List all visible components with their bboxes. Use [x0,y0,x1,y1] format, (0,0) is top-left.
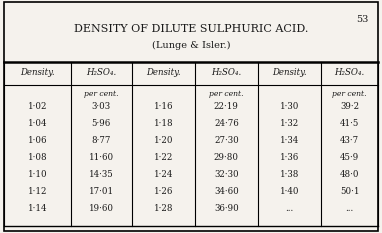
Text: H₂SO₄.: H₂SO₄. [334,68,365,77]
Text: 1·28: 1·28 [154,204,173,212]
Text: 8·77: 8·77 [92,136,111,144]
Text: 1·22: 1·22 [154,153,173,161]
Text: Density.: Density. [20,68,55,77]
Text: 1·34: 1·34 [280,136,299,144]
Text: 1·16: 1·16 [154,102,173,110]
Text: 24·76: 24·76 [214,119,239,127]
Text: 1·06: 1·06 [28,136,47,144]
Text: 1·20: 1·20 [154,136,173,144]
Text: per cent.: per cent. [209,90,244,98]
Text: 34·60: 34·60 [214,187,239,195]
Text: per cent.: per cent. [332,90,367,98]
Text: 22·19: 22·19 [214,102,239,110]
Text: 48·0: 48·0 [340,170,359,178]
Text: 1·32: 1·32 [280,119,299,127]
Text: ...: ... [345,204,354,212]
Text: 1·26: 1·26 [154,187,173,195]
Text: Density.: Density. [146,68,181,77]
Text: H₂SO₄.: H₂SO₄. [86,68,117,77]
Text: 53: 53 [356,15,369,24]
Text: 29·80: 29·80 [214,153,239,161]
Text: 1·14: 1·14 [28,204,47,212]
Text: ...: ... [285,204,293,212]
Text: 1·24: 1·24 [154,170,173,178]
Text: 32·30: 32·30 [214,170,239,178]
Text: 1·12: 1·12 [28,187,47,195]
Text: 5·96: 5·96 [92,119,111,127]
Text: DENSITY OF DILUTE SULPHURIC ACID.: DENSITY OF DILUTE SULPHURIC ACID. [74,24,308,34]
Text: 1·08: 1·08 [28,153,47,161]
Text: 27·30: 27·30 [214,136,239,144]
Text: 43·7: 43·7 [340,136,359,144]
Text: 1·18: 1·18 [154,119,173,127]
Text: 1·36: 1·36 [280,153,299,161]
Text: (Lunge & Isler.): (Lunge & Isler.) [152,41,230,50]
Text: 17·01: 17·01 [89,187,114,195]
Text: Density.: Density. [272,68,307,77]
Text: 1·10: 1·10 [28,170,47,178]
Text: 19·60: 19·60 [89,204,114,212]
Text: 39·2: 39·2 [340,102,359,110]
Text: per cent.: per cent. [84,90,118,98]
Text: 1·04: 1·04 [28,119,47,127]
Text: 50·1: 50·1 [340,187,359,195]
Text: 1·38: 1·38 [280,170,299,178]
Text: 3·03: 3·03 [92,102,111,110]
Text: 14·35: 14·35 [89,170,113,178]
Text: 41·5: 41·5 [340,119,359,127]
Text: H₂SO₄.: H₂SO₄. [211,68,241,77]
Text: 11·60: 11·60 [89,153,114,161]
Text: 36·90: 36·90 [214,204,239,212]
Text: 1·30: 1·30 [280,102,299,110]
Text: 1·02: 1·02 [28,102,47,110]
Text: 45·9: 45·9 [340,153,359,161]
Text: 1·40: 1·40 [280,187,299,195]
